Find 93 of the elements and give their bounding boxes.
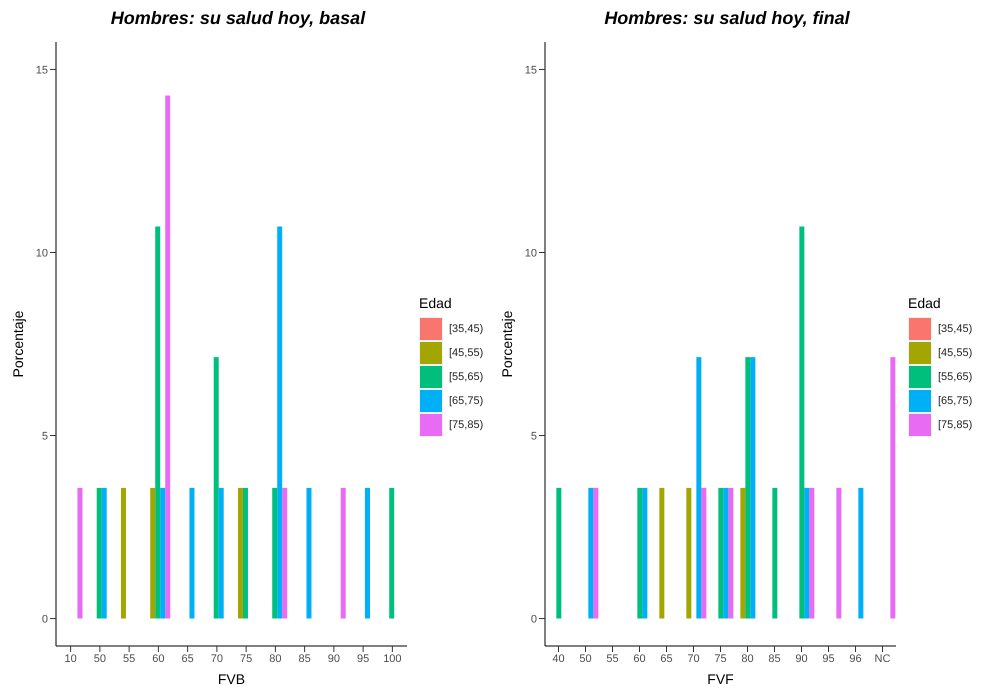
x-tick-label: 90 (795, 652, 808, 665)
x-tick-label: 100 (383, 652, 402, 665)
bar (150, 488, 156, 619)
bar (238, 488, 243, 619)
x-tick-label: 85 (298, 652, 311, 665)
y-axis-title: Porcentaje (10, 310, 26, 378)
x-tick-label: 65 (182, 652, 194, 665)
bar (77, 488, 82, 619)
chart-title: Hombres: su salud hoy, final (603, 8, 851, 30)
x-tick-label: 85 (768, 652, 781, 665)
x-tick-label: 40 (552, 652, 565, 665)
legend-label: [35,45) (449, 323, 484, 335)
x-axis-title: FVF (707, 671, 734, 687)
bar (120, 488, 126, 619)
bar (750, 357, 756, 619)
bar (804, 488, 810, 619)
bar (809, 488, 814, 619)
bar (364, 488, 370, 619)
x-tick-label: 95 (357, 652, 370, 665)
legend-label: [35,45) (938, 323, 972, 335)
y-tick-label: 0 (42, 613, 48, 626)
bar (799, 226, 804, 619)
chart-title: Hombres: su salud hoy, basal (110, 8, 366, 30)
y-tick-label: 5 (42, 430, 48, 442)
bar (160, 488, 166, 619)
bar (890, 357, 896, 619)
bar (642, 488, 648, 619)
bar (282, 488, 288, 619)
x-tick-label: 96 (849, 652, 862, 665)
bar (701, 488, 706, 619)
bar (165, 95, 170, 619)
bar (588, 488, 594, 619)
x-tick-label: 90 (328, 652, 340, 665)
x-tick-label: 55 (123, 652, 136, 665)
legend-label: [65,75) (938, 395, 972, 407)
y-tick-label: 15 (524, 64, 537, 76)
bar (659, 488, 664, 619)
bar (102, 488, 107, 619)
legend-label: [75,85) (938, 419, 972, 431)
x-tick-label: 50 (94, 652, 106, 665)
x-tick-label: 95 (822, 652, 835, 665)
x-axis-title: FVB (218, 671, 246, 687)
y-tick-label: 10 (524, 247, 537, 260)
legend-title: Edad (419, 295, 453, 311)
bar (718, 488, 724, 619)
bar (340, 488, 346, 619)
bar (740, 488, 746, 619)
x-tick-label: 70 (687, 652, 700, 665)
legend-label: [45,55) (449, 347, 484, 359)
bar (277, 226, 282, 619)
bar (745, 357, 750, 619)
bar (242, 488, 248, 619)
bar (728, 488, 734, 619)
bar (637, 488, 642, 619)
legend-label: [55,65) (938, 371, 972, 383)
x-tick-label: 70 (210, 652, 223, 665)
x-tick-label: NC (874, 652, 890, 665)
x-tick-label: 80 (269, 652, 282, 665)
x-tick-label: 80 (741, 652, 754, 665)
x-tick-label: 60 (152, 652, 164, 665)
bar (189, 488, 194, 619)
bar (696, 357, 702, 619)
y-tick-label: 10 (36, 247, 48, 260)
bar (155, 226, 160, 619)
bar (214, 357, 219, 619)
y-tick-label: 5 (530, 430, 537, 442)
bar (306, 488, 312, 619)
bar (218, 488, 224, 619)
x-tick-label: 75 (714, 652, 727, 665)
bar (858, 488, 864, 619)
bar (836, 488, 842, 619)
bar (772, 488, 778, 619)
bar (593, 488, 598, 619)
x-tick-label: 50 (579, 652, 592, 665)
bar (96, 488, 102, 619)
bar (686, 488, 692, 619)
legend-label: [75,85) (449, 419, 484, 431)
x-tick-label: 55 (606, 652, 619, 665)
legend-label: [55,65) (449, 371, 484, 383)
bar (723, 488, 728, 619)
y-axis-title: Porcentaje (498, 310, 515, 378)
legend-label: [45,55) (938, 347, 972, 359)
x-tick-label: 75 (240, 652, 252, 665)
legend-label: [65,75) (449, 395, 484, 407)
x-tick-label: 60 (633, 652, 646, 665)
x-tick-label: 10 (64, 652, 77, 665)
x-tick-label: 65 (660, 652, 673, 665)
y-tick-label: 0 (530, 613, 537, 626)
y-tick-label: 15 (36, 64, 48, 76)
bar (389, 488, 394, 619)
bar (556, 488, 562, 619)
legend-title: Edad (908, 295, 942, 311)
bar (272, 488, 278, 619)
